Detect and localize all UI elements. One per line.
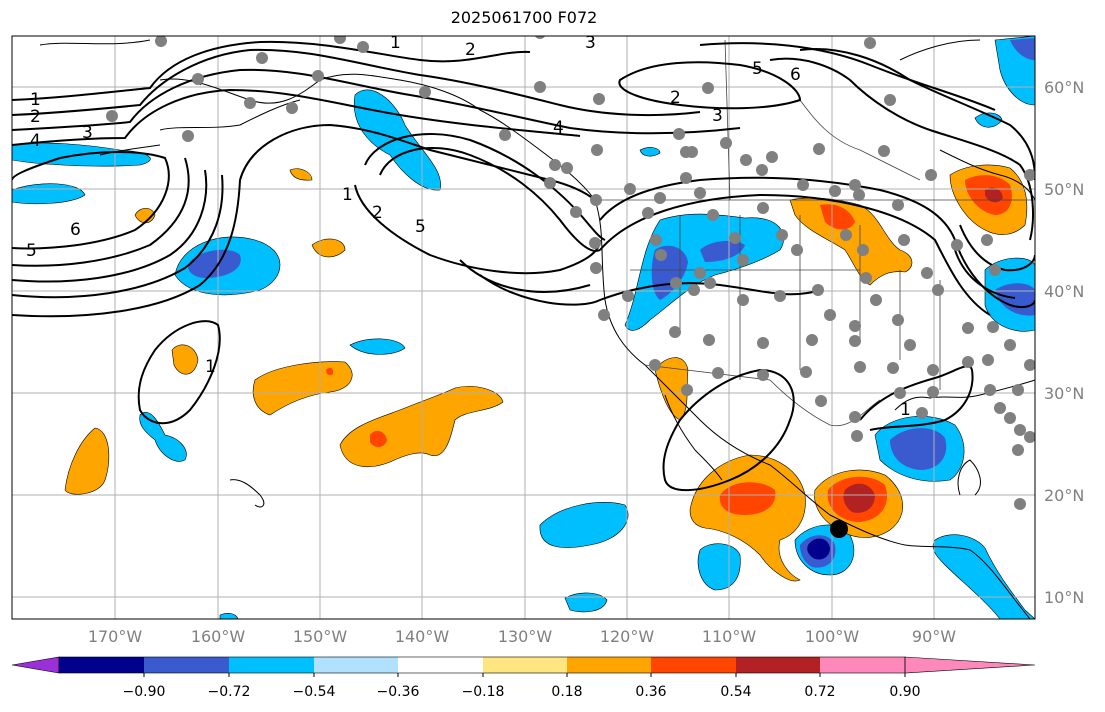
colorbar-extend-low xyxy=(11,656,60,674)
colorbar-tick-label: −0.90 xyxy=(123,684,166,700)
storm-center-marker xyxy=(830,520,848,538)
coastlines xyxy=(39,39,1035,619)
lat-label: 10°N xyxy=(1044,588,1084,607)
colorbar-segment xyxy=(144,657,229,673)
contour-label: 6 xyxy=(790,65,801,85)
colorbar-segment xyxy=(567,657,651,673)
colorbar-tick-label: −0.54 xyxy=(293,684,336,700)
contour-label: 1 xyxy=(390,33,401,53)
contour-label: 2 xyxy=(670,88,681,108)
lon-label: 100°W xyxy=(805,627,860,646)
plot-frame xyxy=(11,35,1036,620)
colorbar-tick-label: 0.18 xyxy=(551,684,582,700)
contour-label: 3 xyxy=(712,106,723,126)
colorbar-extend-high xyxy=(904,656,1036,674)
colorbar-tick-label: −0.36 xyxy=(377,684,420,700)
contour-label: 4 xyxy=(30,131,41,151)
colorbar-tick-label: 0.72 xyxy=(804,684,835,700)
colorbar: −0.90 −0.72 −0.54 −0.36 −0.18 0.18 0.36 … xyxy=(11,656,1036,700)
station-dots xyxy=(106,36,1035,510)
very-strong-negative-anomaly-areas xyxy=(807,538,830,560)
colorbar-tick-label: −0.72 xyxy=(208,684,251,700)
lon-label: 150°W xyxy=(293,627,348,646)
lon-label: 170°W xyxy=(88,627,143,646)
contour-label: 3 xyxy=(585,33,596,53)
lon-label: 140°W xyxy=(395,627,450,646)
lat-label: 40°N xyxy=(1044,282,1084,301)
colorbar-segment xyxy=(59,657,144,673)
contour-label: 5 xyxy=(415,217,426,237)
map-title: 2025061700 F072 xyxy=(450,8,598,27)
lon-label: 160°W xyxy=(191,627,246,646)
lat-label: 60°N xyxy=(1044,78,1084,97)
strong-negative-anomaly-areas xyxy=(187,38,1035,568)
contour-label: 1 xyxy=(205,357,216,377)
lon-label: 120°W xyxy=(600,627,655,646)
colorbar-segment xyxy=(651,657,736,673)
contour-label: 1 xyxy=(900,400,911,420)
lat-label: 20°N xyxy=(1044,486,1084,505)
contour-label: 3 xyxy=(82,123,93,143)
contour-label: 2 xyxy=(30,107,41,127)
lon-label: 130°W xyxy=(498,627,553,646)
colorbar-tick-label: 0.90 xyxy=(889,684,920,700)
colorbar-segment xyxy=(820,657,905,673)
colorbar-segment xyxy=(398,657,483,673)
colorbar-tick-label: 0.54 xyxy=(720,684,751,700)
lon-label: 90°W xyxy=(912,627,956,646)
longitude-labels: 170°W 160°W 150°W 140°W 130°W 120°W 110°… xyxy=(88,627,956,646)
colorbar-tick-label: 0.36 xyxy=(635,684,666,700)
lat-label: 50°N xyxy=(1044,180,1084,199)
contour-label: 2 xyxy=(372,203,383,223)
colorbar-tick-label: −0.18 xyxy=(462,684,505,700)
colorbar-segment xyxy=(314,657,398,673)
contour-label: 1 xyxy=(30,90,41,110)
contour-label: 5 xyxy=(752,59,763,79)
contour-lines xyxy=(12,40,1035,492)
contour-label: 1 xyxy=(342,185,353,205)
colorbar-segment xyxy=(736,657,820,673)
colorbar-segment xyxy=(483,657,567,673)
contour-label: 2 xyxy=(465,40,476,60)
contour-label: 5 xyxy=(26,241,37,261)
contour-labels: 1 2 3 4 5 6 1 2 3 4 1 2 5 2 3 5 6 1 1 xyxy=(26,33,911,420)
colorbar-segment xyxy=(229,657,314,673)
very-strong-positive-anomaly-areas xyxy=(843,187,1003,513)
lat-label: 30°N xyxy=(1044,384,1084,403)
latitude-labels: 60°N 50°N 40°N 30°N 20°N 10°N xyxy=(1044,78,1084,607)
contour-label: 4 xyxy=(553,118,564,138)
contour-label: 6 xyxy=(70,220,81,240)
lon-label: 110°W xyxy=(702,627,757,646)
